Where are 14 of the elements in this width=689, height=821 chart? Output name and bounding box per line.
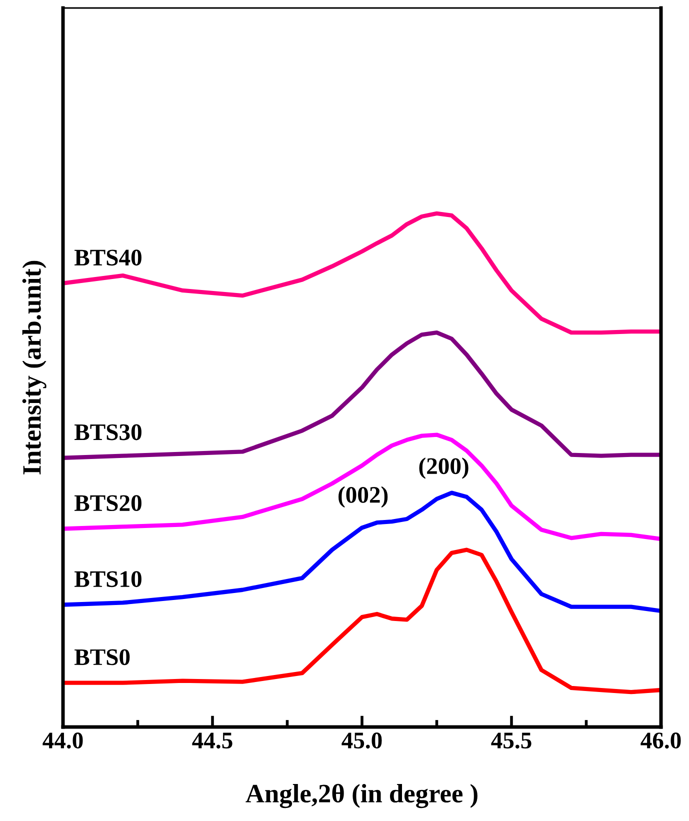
x-tick-label: 44.0	[42, 732, 83, 749]
x-tick-label: 44.5	[192, 732, 232, 749]
annotation: (200)	[419, 458, 468, 479]
annotation: (002)	[338, 486, 388, 508]
series-label: BTS40	[74, 250, 142, 266]
x-axis-title: Angle,2θ (in degree )	[246, 784, 478, 808]
series-label: BTS20	[74, 495, 142, 512]
y-axis-title: Intensity (arb.unit)	[22, 260, 46, 474]
x-tick-label: 45.0	[342, 732, 382, 749]
x-tick-label: 46.0	[640, 732, 681, 749]
series-label: BTS30	[74, 424, 142, 440]
series-label: BTS10	[74, 571, 142, 588]
x-tick-label: 45.5	[491, 732, 532, 749]
series-label: BTS0	[74, 649, 130, 666]
